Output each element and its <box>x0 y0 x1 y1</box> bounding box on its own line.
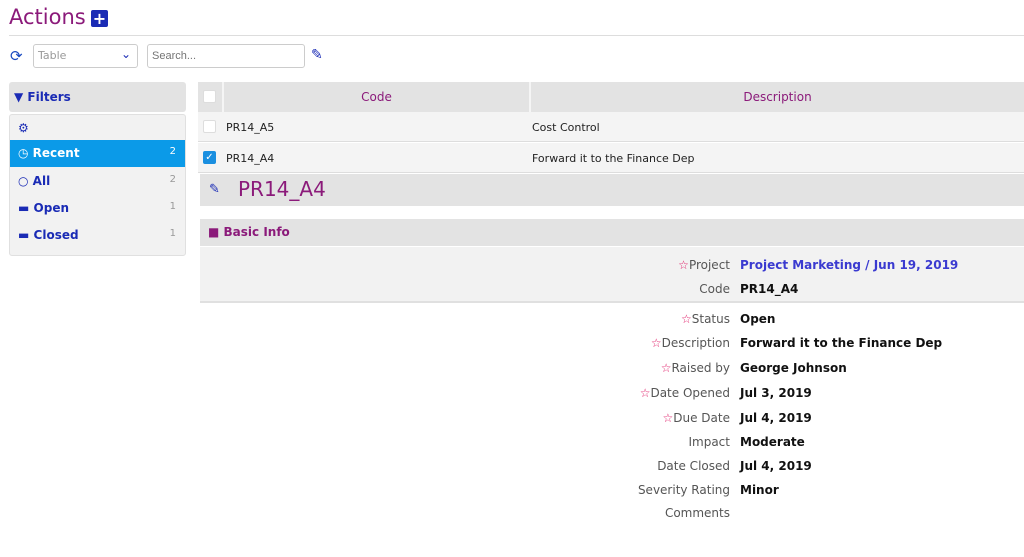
edit-icon[interactable]: ✎ <box>311 47 323 63</box>
filter-item-recent[interactable]: ◷ Recent 2 <box>10 140 185 167</box>
filter-label: Recent <box>32 146 80 160</box>
field-value: Jul 4, 2019 <box>740 459 812 473</box>
pencil-icon[interactable]: ✎ <box>209 182 220 197</box>
filter-list: ⚙ ◷ Recent 2 ○ All 2 ▬ Open 1 ▬ Closed 1 <box>9 114 186 256</box>
table-row[interactable]: ✓ PR14_A4 Forward it to the Finance Dep <box>198 143 1024 173</box>
filter-count: 2 <box>169 174 176 185</box>
field-label: Code <box>699 282 730 296</box>
field-label-text: Project <box>688 258 730 272</box>
column-description[interactable]: Description <box>529 82 1024 112</box>
filter-icon: ▼ <box>14 90 24 104</box>
cell-description: Forward it to the Finance Dep <box>532 152 695 165</box>
field-label: ☆Date Opened <box>640 386 730 400</box>
field-value: Jul 4, 2019 <box>740 411 812 425</box>
cell-code: PR14_A4 <box>226 152 275 165</box>
page-title: Actions <box>9 5 86 29</box>
field-label-text: Date Opened <box>650 386 730 400</box>
field-label: ☆Due Date <box>663 411 731 425</box>
field-label: ☆Project <box>678 258 730 272</box>
filters-header[interactable]: ▼ Filters <box>9 82 186 112</box>
search-input[interactable] <box>147 44 305 68</box>
required-star-icon: ☆ <box>660 361 672 375</box>
required-star-icon: ☆ <box>650 336 662 350</box>
field-label: Severity Rating <box>638 483 730 497</box>
select-all-checkbox[interactable] <box>203 90 216 103</box>
clock-icon: ◷ <box>18 146 29 160</box>
field-label: ☆Status <box>681 312 730 326</box>
filter-label: Open <box>33 201 70 215</box>
folder-icon: ▬ <box>18 201 30 215</box>
field-label-text: Due Date <box>673 411 730 425</box>
field-value: PR14_A4 <box>740 282 799 296</box>
filter-item-closed[interactable]: ▬ Closed 1 <box>10 222 185 249</box>
field-label: Date Closed <box>657 459 730 473</box>
field-label: Comments <box>665 506 730 520</box>
row-checkbox[interactable] <box>203 120 216 133</box>
field-value: George Johnson <box>740 361 847 375</box>
field-value: Moderate <box>740 435 805 449</box>
field-label-text: Raised by <box>671 361 730 375</box>
circle-icon: ○ <box>18 174 29 188</box>
field-value: Open <box>740 312 776 326</box>
plus-square-icon[interactable]: + <box>91 9 108 28</box>
refresh-icon[interactable]: ⟳ <box>10 47 23 65</box>
filter-count: 2 <box>169 146 176 157</box>
detail-header: ✎ PR14_A4 <box>200 174 1024 206</box>
filters-title: Filters <box>27 90 71 104</box>
view-select[interactable]: Table ⌄ <box>33 44 138 68</box>
table-row[interactable]: PR14_A5 Cost Control <box>198 112 1024 142</box>
view-select-value: Table <box>38 49 67 62</box>
gear-icon[interactable]: ⚙ <box>18 121 29 135</box>
field-label: Impact <box>688 435 730 449</box>
field-value: Forward it to the Finance Dep <box>740 336 943 350</box>
required-star-icon: ☆ <box>639 386 651 400</box>
cell-description: Cost Control <box>532 121 600 134</box>
required-star-icon: ☆ <box>678 258 689 272</box>
folder-icon: ▬ <box>18 228 30 242</box>
field-label-text: Date Closed <box>657 459 730 473</box>
required-star-icon: ☆ <box>680 312 692 326</box>
filter-count: 1 <box>169 201 176 212</box>
basic-info-box <box>200 247 1024 303</box>
row-checkbox[interactable]: ✓ <box>203 151 216 164</box>
field-label-text: Description <box>661 336 730 350</box>
field-label-text: Code <box>699 282 730 296</box>
filter-label: Closed <box>33 228 79 242</box>
section-title: Basic Info <box>223 225 290 239</box>
chevron-down-icon: ⌄ <box>120 47 131 61</box>
field-label-text: Impact <box>688 435 730 449</box>
table-header: Code Description <box>198 82 1024 112</box>
filter-label: All <box>32 174 51 188</box>
field-value: Jul 3, 2019 <box>740 386 812 400</box>
filter-item-all[interactable]: ○ All 2 <box>10 168 185 195</box>
detail-title: PR14_A4 <box>238 177 326 201</box>
square-icon: ■ <box>208 225 220 239</box>
filter-item-open[interactable]: ▬ Open 1 <box>10 195 185 222</box>
cell-code: PR14_A5 <box>226 121 275 134</box>
filter-count: 1 <box>169 228 176 239</box>
column-code[interactable]: Code <box>222 82 529 112</box>
divider <box>9 35 1024 36</box>
field-value: Minor <box>740 483 779 497</box>
field-value[interactable]: Project Marketing / Jun 19, 2019 <box>740 258 959 272</box>
section-basic-info[interactable]: ■ Basic Info <box>200 219 1024 246</box>
field-label-text: Comments <box>664 506 730 520</box>
field-label: ☆Raised by <box>661 361 730 375</box>
field-label: ☆Description <box>651 336 730 350</box>
field-label-text: Severity Rating <box>637 483 730 497</box>
field-label-text: Status <box>691 312 730 326</box>
required-star-icon: ☆ <box>662 411 674 425</box>
